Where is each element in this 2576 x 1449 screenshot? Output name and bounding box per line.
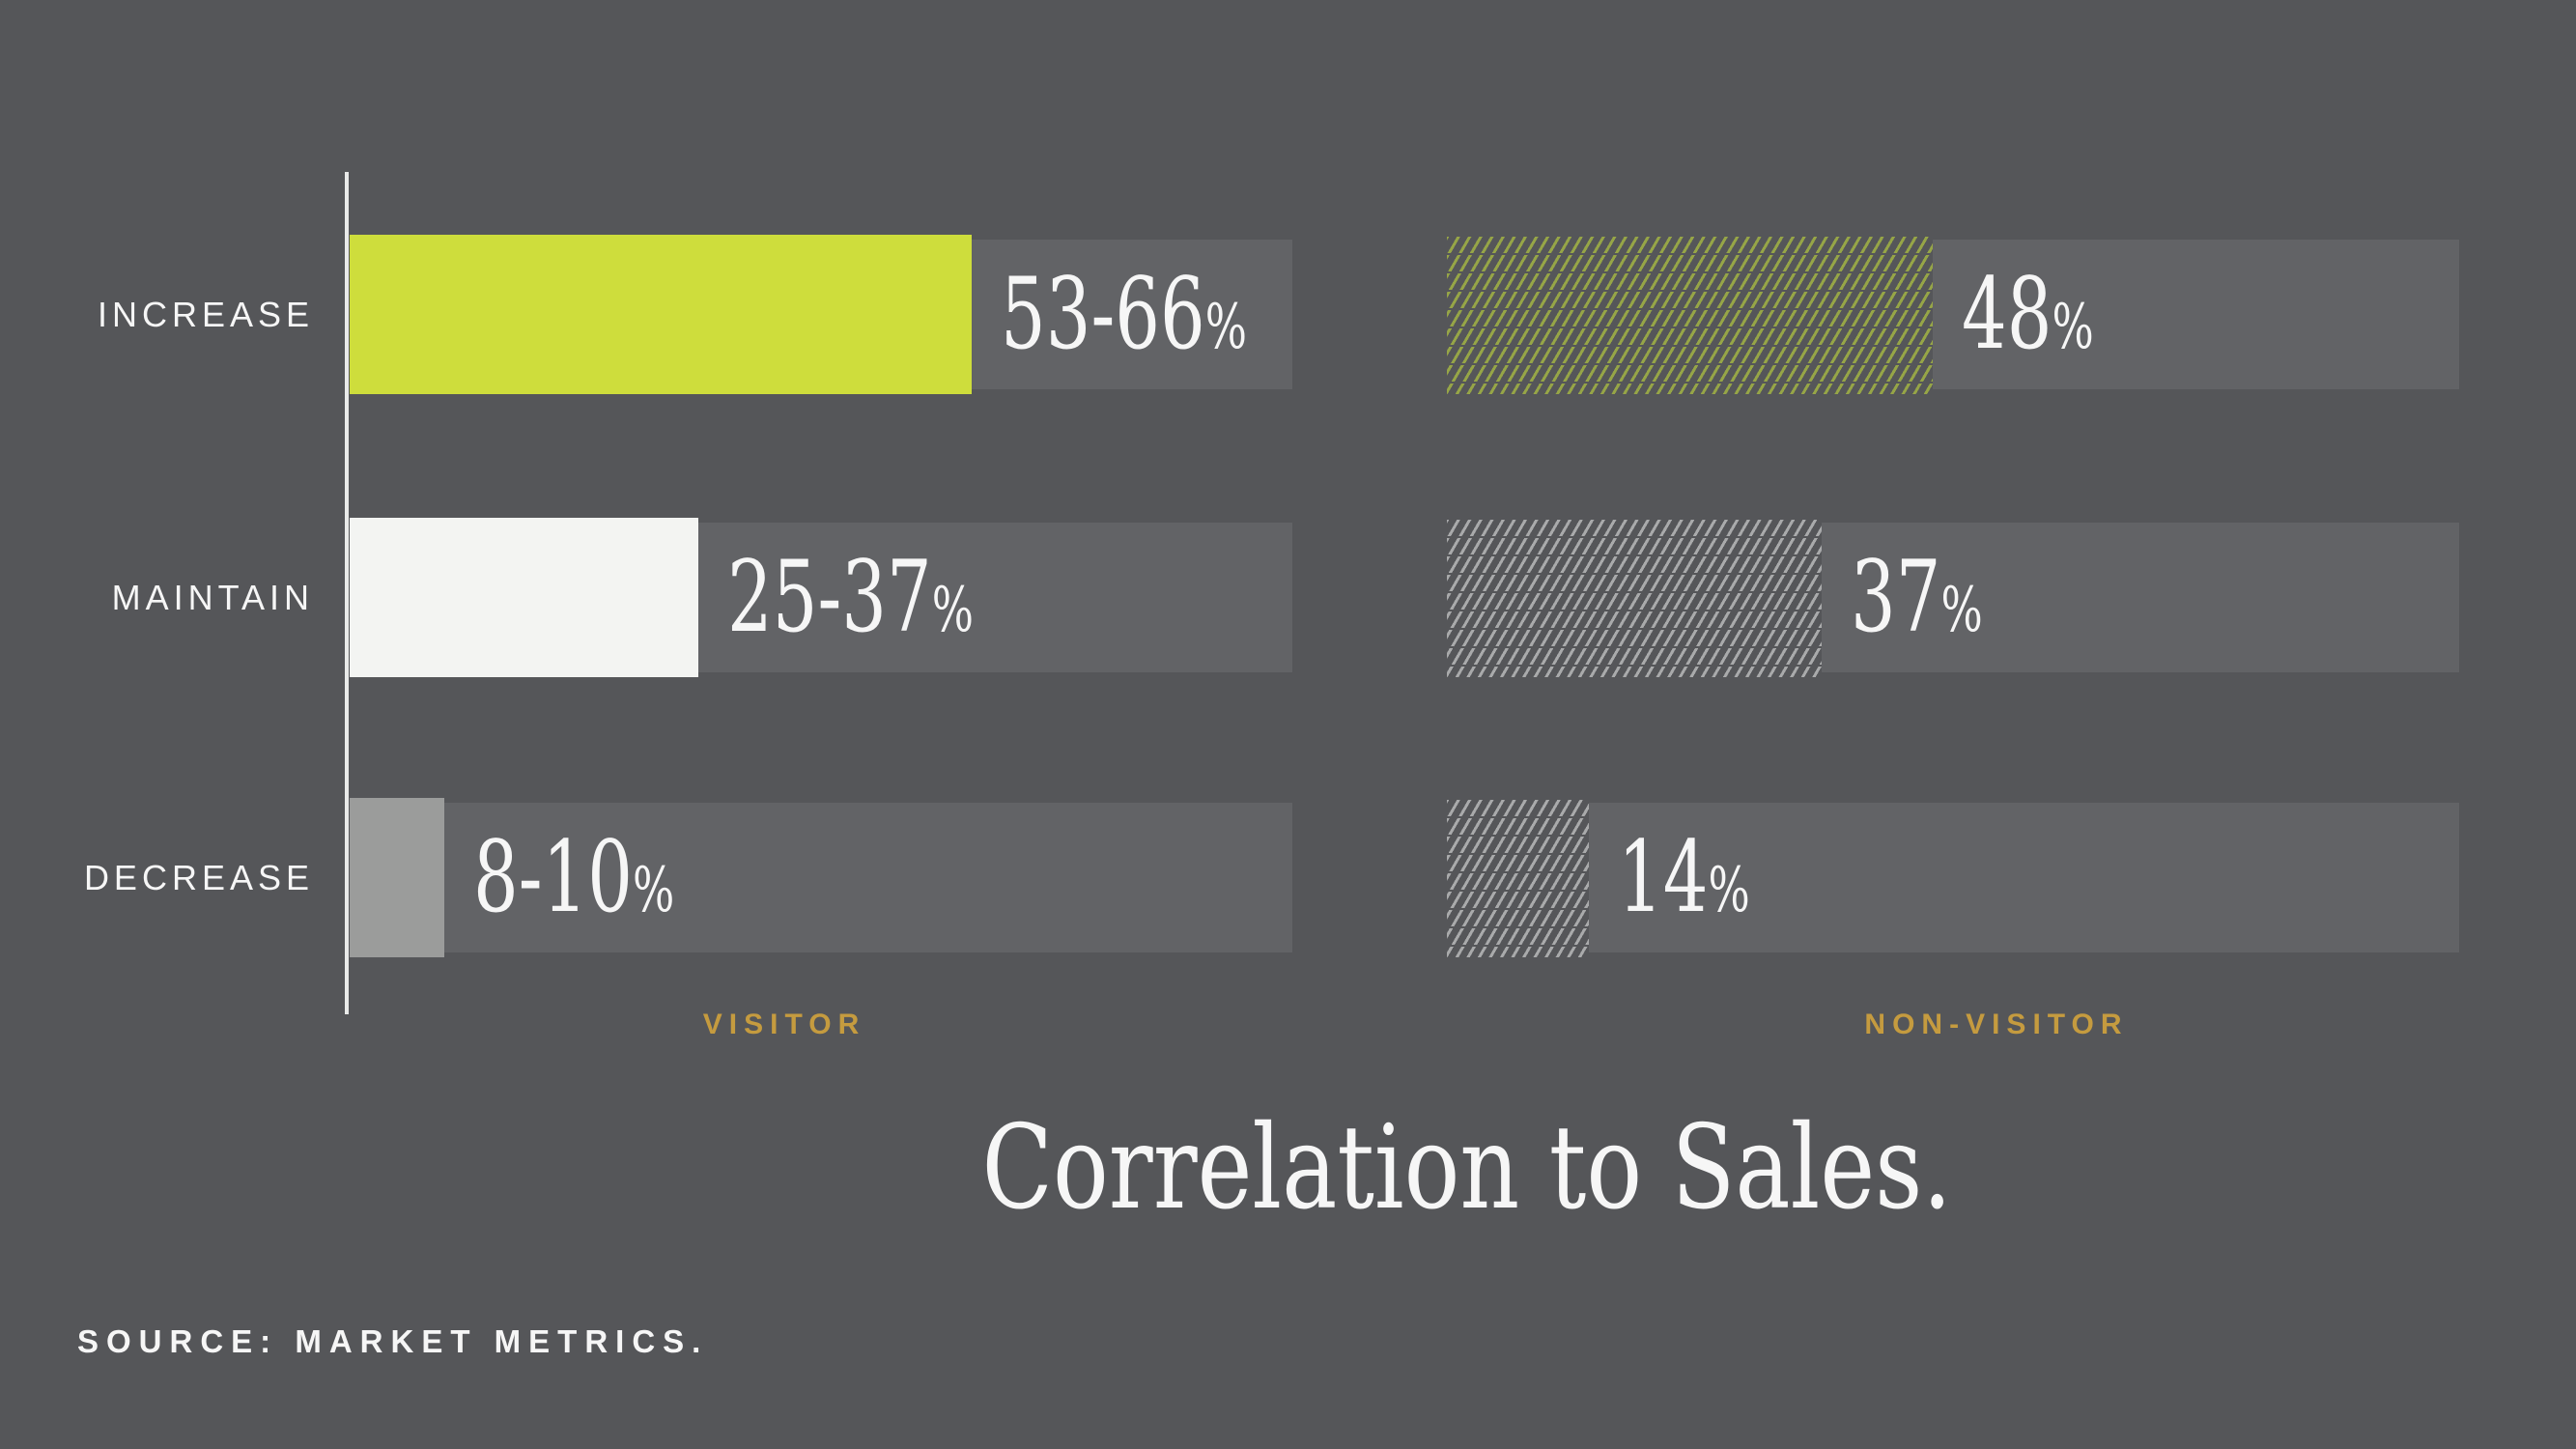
value-label-nonvisitor-decrease: 14% xyxy=(1617,819,1750,935)
percent-sign: % xyxy=(632,853,674,925)
bar-row-visitor-decrease: 8-10% xyxy=(350,798,1292,957)
value-label-visitor-maintain: 25-37% xyxy=(727,539,975,655)
percent-sign: % xyxy=(1708,853,1750,925)
bar-visitor-increase xyxy=(350,235,973,394)
non-visitor-column-label: NON-VISITOR xyxy=(1864,1009,2129,1040)
bar-row-visitor-maintain: 25-37% xyxy=(350,518,1292,677)
percent-sign: % xyxy=(1940,573,1983,645)
percent-sign: % xyxy=(1204,290,1248,362)
y-axis-line xyxy=(345,172,349,1014)
percent-sign: % xyxy=(931,573,975,645)
bar-row-nonvisitor-increase: 48% xyxy=(1447,235,2459,394)
value-label-nonvisitor-maintain: 37% xyxy=(1850,539,1983,655)
bar-visitor-decrease xyxy=(350,798,444,957)
bar-nonvisitor-decrease xyxy=(1447,798,1589,957)
bar-row-nonvisitor-maintain: 37% xyxy=(1447,518,2459,677)
source-note: SOURCE: MARKET METRICS. xyxy=(77,1323,709,1359)
bar-row-visitor-increase: 53-66% xyxy=(350,235,1292,394)
percent-sign: % xyxy=(2052,290,2094,362)
visitor-column: 53-66% 25-37% 8-10% xyxy=(350,0,1292,1449)
bar-track xyxy=(350,803,1292,952)
bar-row-nonvisitor-decrease: 14% xyxy=(1447,798,2459,957)
chart-title: Correlation to Sales. xyxy=(981,1101,1952,1236)
category-label-maintain: MAINTAIN xyxy=(111,577,314,617)
category-label-increase: INCREASE xyxy=(97,294,314,334)
category-label-decrease: DECREASE xyxy=(83,857,314,897)
visitor-column-label: VISITOR xyxy=(702,1009,866,1040)
value-label-visitor-increase: 53-66% xyxy=(1001,256,1248,372)
bar-nonvisitor-increase xyxy=(1447,235,1934,394)
value-label-visitor-decrease: 8-10% xyxy=(472,819,674,935)
bar-nonvisitor-maintain xyxy=(1447,518,1822,677)
non-visitor-column: 48% 37% 14% xyxy=(1447,0,2459,1449)
value-label-nonvisitor-increase: 48% xyxy=(1962,256,2094,372)
bar-track xyxy=(1447,803,2459,952)
bar-visitor-maintain xyxy=(350,518,699,677)
